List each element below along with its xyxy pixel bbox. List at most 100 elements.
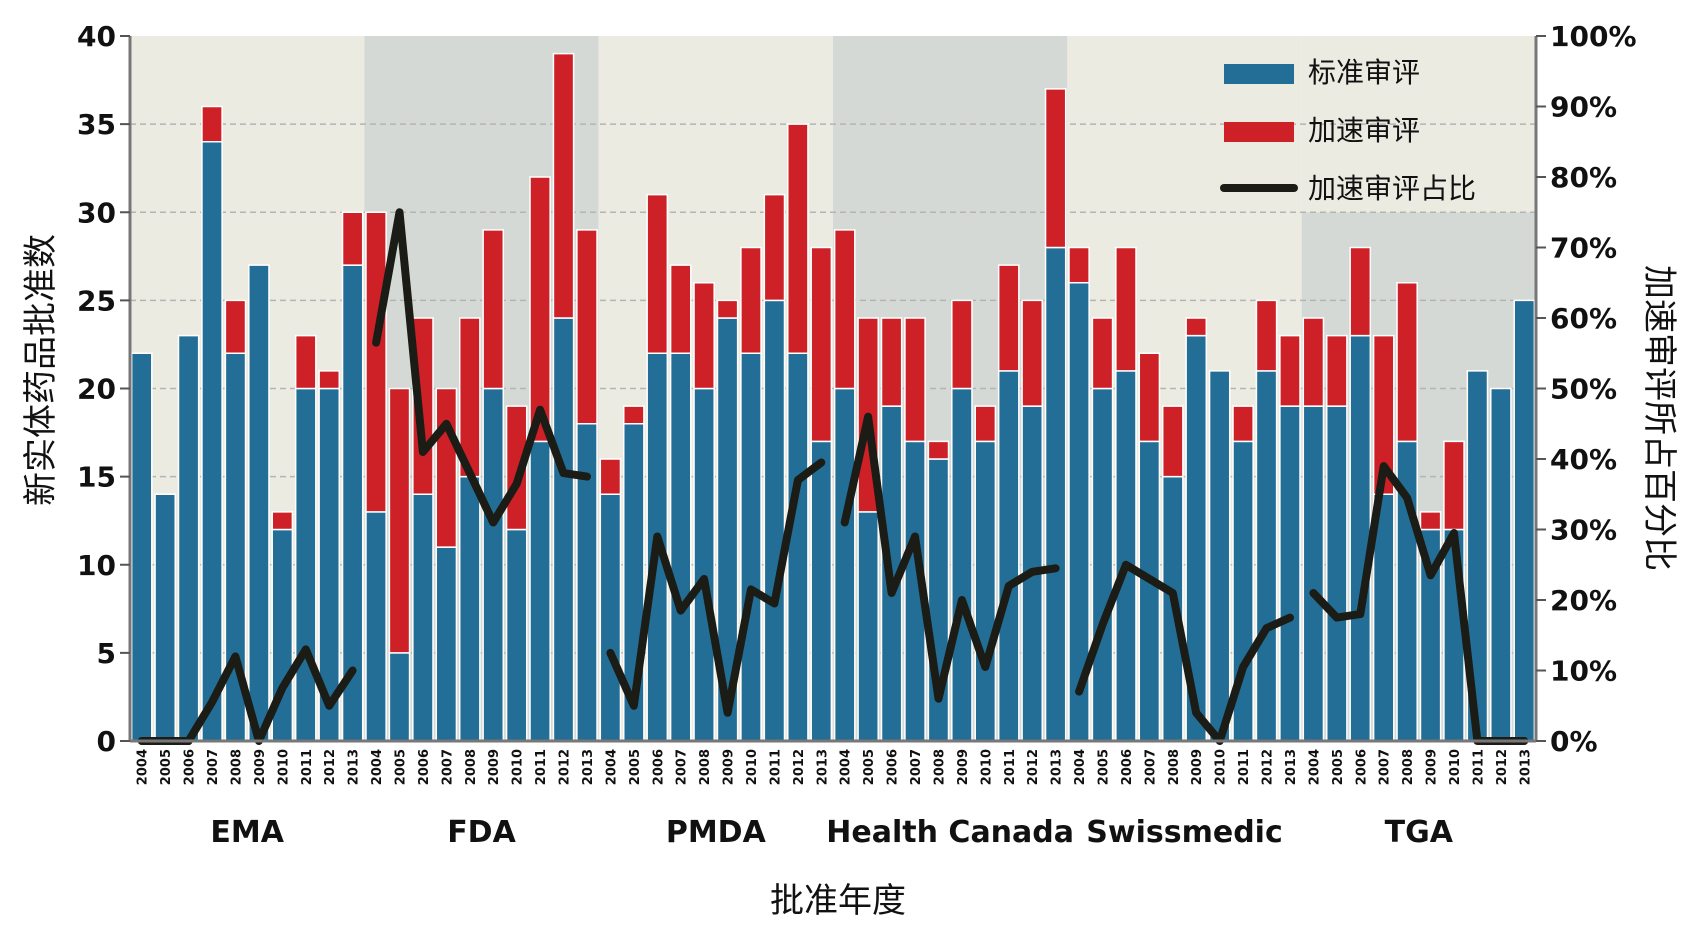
year-tick-labels: 2004 2005 2006 2007 2008 2009 2010 2011 2012 2013…	[136, 749, 1534, 785]
group-label: FDA	[447, 815, 516, 850]
y2-axis-title: 加速审评所占百分比	[1639, 265, 1679, 571]
bar-standard	[693, 387, 715, 742]
y2-tick-label: 30%	[1550, 514, 1617, 547]
bar-standard	[951, 387, 973, 742]
year-tick-label: 2008	[1401, 749, 1416, 785]
year-tick-label: 2013	[347, 749, 362, 785]
year-tick-label: 2006	[417, 749, 432, 785]
bar-expedited	[716, 299, 739, 319]
bar-standard	[669, 352, 692, 742]
y2-tick-label: 20%	[1550, 584, 1617, 617]
year-tick-label: 2007	[440, 749, 455, 785]
bar-expedited	[880, 317, 903, 407]
year-tick-label: 2012	[1261, 749, 1276, 785]
bar-expedited	[810, 246, 833, 443]
legend-label-expedited: 加速审评	[1308, 114, 1420, 147]
bar-standard	[1208, 370, 1231, 742]
bar-standard	[294, 387, 317, 742]
bar-standard	[740, 352, 762, 742]
y2-tick-label: 70%	[1550, 232, 1617, 265]
year-tick-label: 2009	[1425, 749, 1440, 785]
bar-expedited	[1396, 282, 1418, 443]
y-tick-label: 25	[77, 284, 116, 317]
year-tick-label: 2005	[862, 749, 877, 785]
bar-standard	[1490, 387, 1512, 742]
y-tick-label: 0	[97, 725, 116, 758]
share-lines	[137, 208, 1529, 745]
bar-expedited	[201, 105, 223, 143]
year-tick-label: 2009	[1190, 749, 1205, 785]
bar-expedited	[482, 229, 505, 390]
year-tick-label: 2009	[487, 749, 502, 785]
bar-standard	[458, 475, 481, 742]
bar-expedited	[318, 370, 341, 390]
bar-standard	[997, 370, 1020, 742]
year-tick-label: 2011	[1237, 749, 1252, 785]
bar-standard	[201, 141, 223, 742]
bar-expedited	[1091, 317, 1114, 390]
bar-expedited	[997, 264, 1020, 372]
bar-expedited	[1021, 299, 1044, 407]
legend: 标准审评 加速审评 加速审评占比	[1220, 56, 1476, 205]
x-axis-title: 批准年度	[770, 881, 906, 921]
right-axis-ticks: 0% 10% 20% 30% 40% 50% 60% 70% 80% 90% 100%	[1536, 20, 1637, 758]
group-label: PMDA	[666, 815, 767, 850]
bar-expedited	[1372, 334, 1395, 495]
year-tick-label: 2004	[1073, 749, 1088, 785]
y-tick-label: 20	[77, 373, 116, 406]
bar-expedited	[833, 229, 856, 390]
bar-expedited	[1443, 440, 1465, 531]
bar-expedited	[646, 193, 669, 354]
y2-tick-label: 50%	[1550, 373, 1617, 406]
share-line	[606, 458, 826, 717]
year-tick-label: 2011	[300, 749, 315, 785]
y-tick-label: 15	[77, 461, 116, 494]
year-tick-label: 2013	[1518, 749, 1533, 785]
year-tick-label: 2007	[1378, 749, 1393, 785]
bar-expedited	[552, 52, 575, 319]
bar-standard	[552, 317, 575, 742]
bar-standard	[388, 652, 411, 742]
y2-tick-label: 90%	[1550, 91, 1617, 124]
bar-expedited	[388, 387, 411, 654]
y2-tick-label: 40%	[1550, 443, 1617, 476]
bar-standard	[412, 493, 434, 742]
year-tick-label: 2009	[722, 749, 737, 785]
bar-expedited	[1325, 334, 1348, 407]
bar-standard	[1349, 334, 1372, 742]
bar-standard	[1255, 370, 1278, 742]
bar-standard	[177, 334, 200, 742]
bar-standard	[435, 546, 458, 742]
year-tick-label: 2011	[534, 749, 549, 785]
y-tick-label: 10	[77, 549, 116, 582]
bar-expedited	[927, 440, 950, 460]
bar-standard	[857, 511, 879, 742]
year-tick-label: 2008	[932, 749, 947, 785]
bar-expedited	[1115, 246, 1137, 372]
bar-standard	[154, 493, 176, 742]
year-tick-label: 2006	[1120, 749, 1135, 785]
group-label: Health Canada	[826, 815, 1074, 850]
share-line	[372, 208, 591, 527]
y-tick-label: 40	[77, 20, 116, 53]
year-tick-label: 2004	[839, 749, 854, 785]
bar-standard	[1044, 246, 1067, 742]
year-tick-label: 2007	[909, 749, 924, 785]
group-label: Swissmedic	[1086, 815, 1282, 850]
y2-tick-label: 0%	[1550, 725, 1598, 758]
year-tick-label: 2010	[1214, 749, 1229, 785]
year-tick-label: 2006	[183, 749, 198, 785]
bar-standard	[576, 423, 598, 742]
bar-expedited	[974, 405, 997, 443]
year-tick-label: 2012	[558, 749, 573, 785]
y-tick-label: 5	[97, 637, 116, 670]
bar-standard	[810, 440, 833, 742]
year-tick-label: 2007	[1143, 749, 1158, 785]
bar-expedited	[1185, 317, 1208, 337]
year-tick-label: 2007	[206, 749, 221, 785]
bar-standard	[1091, 387, 1114, 742]
bar-standard	[482, 387, 505, 742]
y2-tick-label: 80%	[1550, 161, 1617, 194]
bar-expedited	[763, 193, 786, 302]
